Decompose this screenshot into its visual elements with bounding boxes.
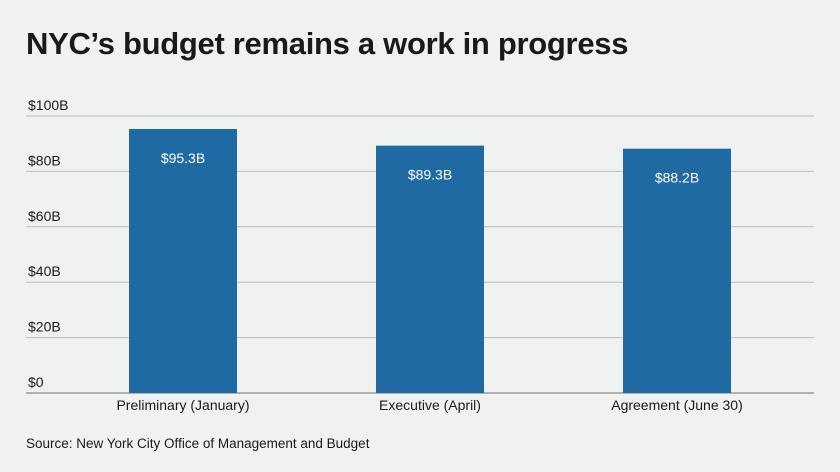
source-note: Source: New York City Office of Manageme… [26,436,370,451]
bar [376,145,484,393]
y-tick-label: $0 [28,374,44,390]
y-tick-label: $60B [28,208,61,224]
bar-value-label: $89.3B [408,167,452,183]
y-tick-label: $80B [28,152,61,168]
x-category-label: Agreement (June 30) [611,397,743,413]
labels: $0 $20B $40B $60B $80B $100B $95.3B Preliminary… [28,97,743,413]
y-tick-label: $40B [28,263,61,279]
bar [623,148,731,393]
chart-title: NYC’s budget remains a work in progress [26,26,629,61]
y-tick-label: $100B [28,97,68,113]
bar [129,129,237,394]
bar-value-label: $95.3B [161,150,205,166]
y-tick-label: $20B [28,319,61,335]
bars [129,129,731,394]
x-category-label: Executive (April) [379,397,481,413]
x-category-label: Preliminary (January) [116,397,249,413]
bar-value-label: $88.2B [655,170,699,186]
